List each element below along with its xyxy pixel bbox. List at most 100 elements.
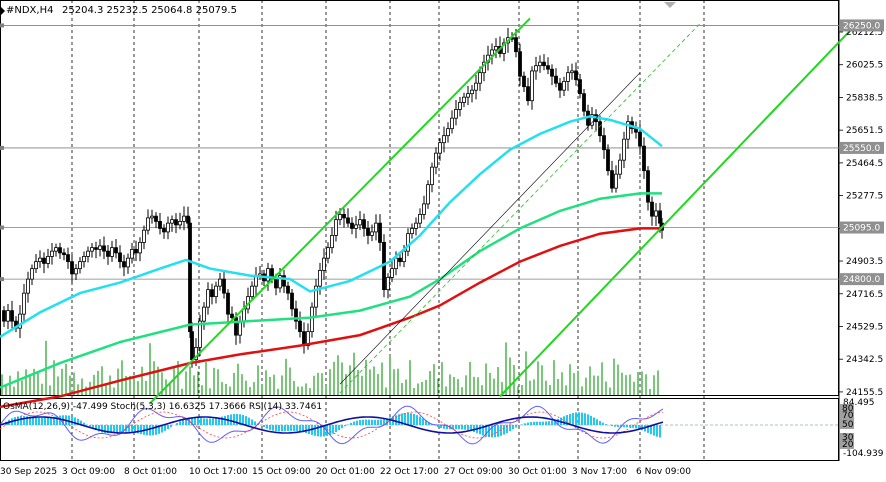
osma-bar	[398, 414, 400, 425]
osma-bar	[248, 417, 250, 425]
osma-bar	[314, 425, 316, 436]
level-handle[interactable]	[0, 145, 4, 150]
osma-bar	[605, 424, 607, 425]
osma-bar	[653, 425, 655, 436]
ma-red-line	[0, 227, 662, 409]
candle-body	[238, 320, 242, 336]
channel-line[interactable]	[149, 17, 531, 405]
osma-bar	[317, 425, 319, 437]
osma-bar	[326, 425, 328, 436]
channel-line[interactable]	[339, 23, 701, 394]
osma-bar	[182, 419, 184, 425]
osma-bar	[395, 415, 397, 425]
candle-body	[2, 310, 6, 322]
osma-bar	[191, 417, 193, 425]
level-handle[interactable]	[0, 23, 4, 28]
osma-bar	[578, 412, 580, 425]
candle-body	[470, 89, 474, 95]
candle-body	[142, 229, 146, 243]
candle-body	[194, 346, 198, 361]
osma-bar	[374, 419, 376, 425]
candle-body	[330, 235, 334, 249]
ma-cyan-line	[0, 115, 663, 338]
time-tick-label: 3 Nov 17:00	[572, 467, 627, 477]
osma-bar	[77, 418, 79, 425]
price-path	[2, 27, 664, 368]
osma-bar	[581, 412, 583, 425]
osma-bar	[443, 425, 445, 429]
level-label: 25095.0	[843, 224, 880, 234]
osma-bar	[140, 425, 142, 435]
osma-bar	[200, 418, 202, 425]
candle-body	[134, 248, 138, 254]
osma-bar	[362, 419, 364, 425]
candle-body	[446, 128, 450, 137]
candle-body	[442, 135, 446, 144]
candle-body	[450, 117, 454, 130]
candle-body	[414, 222, 418, 229]
candle-body	[266, 268, 270, 282]
osma-bar	[194, 417, 196, 425]
osma-bar	[347, 424, 349, 425]
candle-body	[326, 247, 330, 259]
candle-body	[354, 224, 358, 229]
osma-bar	[419, 416, 421, 425]
osma-bar	[353, 421, 355, 425]
osma-bar	[242, 415, 244, 425]
price-tick-label: 24529.5	[846, 322, 883, 332]
osma-bar	[479, 425, 481, 435]
level-handle[interactable]	[0, 225, 4, 230]
osma-bar	[176, 423, 178, 425]
osma-bar	[161, 425, 163, 433]
candle-body	[74, 268, 78, 275]
candle-body	[634, 128, 638, 133]
osma-bar	[482, 425, 484, 436]
osma-bar	[56, 416, 58, 425]
osma-bar	[365, 419, 367, 425]
osma-bar	[233, 414, 235, 425]
level-label-box	[840, 141, 884, 154]
price-tick-label: 25838.5	[846, 93, 883, 103]
level-labels: 26250.0 25550.0 25095.0 24800.0	[840, 19, 884, 286]
osma-bar	[491, 425, 493, 438]
candle-body	[70, 261, 74, 275]
candle-body	[490, 49, 494, 56]
candle-body	[638, 131, 642, 147]
osc-scale-label: 70	[842, 411, 854, 421]
osma-bar	[650, 425, 652, 435]
candle-body	[390, 268, 394, 278]
osma-bar	[296, 425, 298, 432]
candle-body	[466, 93, 470, 98]
candle-body	[214, 285, 218, 298]
candle-body	[406, 233, 410, 252]
osma-bar	[251, 419, 253, 425]
trend-line[interactable]	[339, 72, 641, 385]
candle-body	[378, 222, 382, 243]
osma-bar	[245, 416, 247, 425]
osma-bar	[521, 424, 523, 425]
candle-body	[650, 201, 654, 217]
candle-body	[646, 170, 650, 203]
candle-body	[322, 257, 326, 271]
channel-line[interactable]	[499, 29, 851, 398]
osc-level-box	[840, 411, 854, 420]
chart-shift-marker[interactable]	[664, 2, 676, 8]
osma-bar	[338, 425, 340, 431]
candle-body	[386, 276, 390, 291]
osma-bar	[80, 420, 82, 425]
candle-body	[222, 278, 226, 294]
time-tick-label: 20 Oct 01:00	[316, 467, 375, 477]
osma-bar	[530, 422, 532, 425]
candle-body	[346, 217, 350, 224]
candle-body	[550, 68, 554, 77]
osma-bar	[215, 417, 217, 425]
candle-body	[546, 65, 550, 70]
osma-bar	[74, 417, 76, 425]
level-handle[interactable]	[0, 277, 4, 282]
osma-bar	[275, 425, 277, 432]
candle-body	[54, 247, 58, 252]
candle-body	[230, 313, 234, 319]
osma-bar	[626, 425, 628, 428]
osma-bar	[542, 421, 544, 425]
